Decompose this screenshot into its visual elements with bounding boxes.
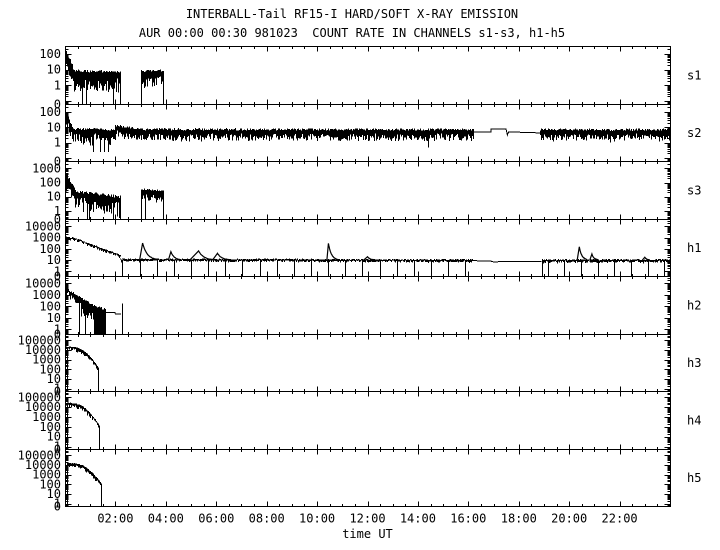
ytick-label-h2: 1000 — [32, 288, 61, 302]
ytick-label-h5: 100000 — [18, 448, 61, 462]
ytick-label-h3: 100000 — [18, 333, 61, 347]
panel-label-s2: s2 — [687, 126, 701, 140]
ytick-label-h4: 10 — [47, 430, 61, 444]
ytick-label-s2: 0 — [54, 155, 61, 169]
ytick-label-h5: 1000 — [32, 468, 61, 482]
ytick-label-h4: 10000 — [25, 400, 61, 414]
ytick-label-h1: 10 — [47, 253, 61, 267]
ytick-label-s1: 0 — [54, 98, 61, 112]
xtick-label: 06:00 — [198, 512, 234, 526]
xtick-label: 10:00 — [299, 512, 335, 526]
ytick-label-s1: 10 — [47, 63, 61, 77]
xtick-label: 18:00 — [501, 512, 537, 526]
ytick-label-s3: 10 — [47, 190, 61, 204]
ytick-label-h4: 1000 — [32, 410, 61, 424]
ytick-label-h4: 100000 — [18, 390, 61, 404]
chart-subtitle: AUR 00:00 00:30 981023 COUNT RATE IN CHA… — [138, 26, 566, 40]
ytick-label-h5: 0 — [54, 500, 61, 514]
ytick-label-h5: 100 — [39, 477, 61, 491]
panel-label-h1: h1 — [687, 241, 701, 255]
ytick-label-s3: 1 — [54, 204, 61, 218]
ytick-label-h3: 1 — [54, 382, 61, 396]
ytick-label-h4: 100 — [39, 420, 61, 434]
xtick-label: 12:00 — [349, 512, 385, 526]
panel-label-h5: h5 — [687, 471, 701, 485]
xtick-label: 20:00 — [551, 512, 587, 526]
xtick-label: 16:00 — [450, 512, 486, 526]
ytick-label-s3: 0 — [54, 213, 61, 227]
ytick-label-s1: 100 — [39, 47, 61, 61]
panel-label-h2: h2 — [687, 299, 701, 313]
xtick-label: 04:00 — [148, 512, 184, 526]
ytick-label-h4: 0 — [54, 443, 61, 457]
ytick-label-s1: 1 — [54, 78, 61, 92]
ytick-label-h5: 10000 — [25, 458, 61, 472]
ytick-label-h3: 100 — [39, 362, 61, 376]
ytick-label-h2: 10000 — [25, 276, 61, 290]
ytick-label-h5: 10 — [47, 487, 61, 501]
ytick-label-h3: 1000 — [32, 353, 61, 367]
panel-label-h4: h4 — [687, 414, 701, 428]
ytick-label-h3: 10 — [47, 372, 61, 386]
ytick-label-h4: 1 — [54, 440, 61, 454]
ytick-label-h1: 100 — [39, 242, 61, 256]
ytick-label-s2: 10 — [47, 120, 61, 134]
ytick-label-h3: 10000 — [25, 343, 61, 357]
ytick-label-h2: 10 — [47, 311, 61, 325]
ytick-label-h1: 10000 — [25, 219, 61, 233]
xtick-label: 08:00 — [249, 512, 285, 526]
panel-label-h3: h3 — [687, 356, 701, 370]
panel-label-s1: s1 — [687, 69, 701, 83]
chart-title: INTERBALL-Tail RF15-I HARD/SOFT X-RAY EM… — [185, 7, 519, 21]
xtick-label: 22:00 — [602, 512, 638, 526]
ytick-label-s3: 1000 — [32, 161, 61, 175]
ytick-label-h5: 1 — [54, 497, 61, 511]
ytick-label-s3: 100 — [39, 176, 61, 190]
ytick-label-h1: 1 — [54, 264, 61, 278]
xtick-label: 14:00 — [400, 512, 436, 526]
ytick-label-s2: 1 — [54, 136, 61, 150]
ytick-label-h3: 0 — [54, 385, 61, 399]
x-axis-label: time UT — [342, 527, 393, 541]
ytick-label-h1: 1000 — [32, 231, 61, 245]
ytick-label-h2: 100 — [39, 299, 61, 313]
xtick-label: 02:00 — [97, 512, 133, 526]
ytick-label-h2: 0 — [54, 328, 61, 342]
panel-label-s3: s3 — [687, 184, 701, 198]
ytick-label-s2: 100 — [39, 105, 61, 119]
ytick-label-h2: 1 — [54, 322, 61, 336]
ytick-label-h1: 0 — [54, 270, 61, 284]
